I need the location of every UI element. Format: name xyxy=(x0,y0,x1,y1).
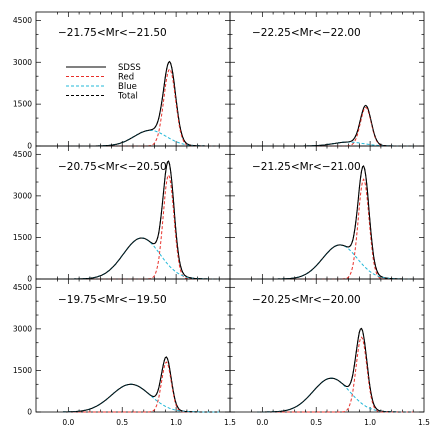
y-tick-label: 1500 xyxy=(13,100,32,109)
x-tick-label: 0.5 xyxy=(116,418,128,427)
x-tick-label: 0.0 xyxy=(62,418,74,427)
x-tick-label: 0.0 xyxy=(256,418,268,427)
x-tick-label: 1.0 xyxy=(170,418,182,427)
panel-label: −20.25<Mr<−20.00 xyxy=(252,294,361,306)
sdss-line xyxy=(256,165,414,280)
sdss-line xyxy=(62,356,220,413)
total-line xyxy=(256,165,414,280)
red-line xyxy=(256,336,414,413)
y-tick-label: 1500 xyxy=(13,233,32,242)
panel-bottom-left: −19.75<Mr<−19.50 0 1500 3000 4500 0.0 0.5 1.0 1.… xyxy=(13,278,236,427)
x-tick-label: 1.5 xyxy=(418,418,430,427)
legend-label-blue: Blue xyxy=(118,82,137,92)
blue-line xyxy=(256,377,414,413)
panel-bottom-right: −20.25<Mr<−20.00 0.0 0.5 1.0 1.5 xyxy=(229,278,430,427)
y-tick-label: 3000 xyxy=(13,191,32,200)
legend-label-sdss: SDSS xyxy=(118,63,141,73)
legend-label-red: Red xyxy=(118,73,134,83)
x-tick-label: 1.5 xyxy=(224,418,236,427)
blue-line xyxy=(62,237,220,280)
y-tick-label: 3000 xyxy=(13,58,32,67)
panel-top-left: −21.75<Mr<−21.50 0 1500 3000 4500 SDSSRedBlue… xyxy=(13,11,231,151)
panel-label: −21.75<Mr<−21.50 xyxy=(58,27,167,39)
sdss-line xyxy=(256,104,414,147)
sdss-line xyxy=(62,160,220,280)
sdss-line xyxy=(62,60,220,147)
total-line xyxy=(62,160,220,280)
y-tick-label: 4500 xyxy=(13,150,32,159)
sdss-line xyxy=(256,327,414,413)
panel-label: −20.75<Mr<−20.50 xyxy=(58,161,167,173)
panel-label: −19.75<Mr<−19.50 xyxy=(58,294,167,306)
legend-label-total: Total xyxy=(117,92,138,102)
y-tick-label: 0 xyxy=(27,408,32,417)
y-tick-label: 3000 xyxy=(13,324,32,333)
y-tick-label: 1500 xyxy=(13,366,32,375)
y-tick-label: 0 xyxy=(27,142,32,151)
panel-middle-right: −21.25<Mr<−21.00 xyxy=(229,145,425,280)
total-line xyxy=(256,327,414,413)
y-tick-label: 0 xyxy=(27,275,32,284)
total-line xyxy=(256,104,414,147)
total-line xyxy=(62,356,220,413)
red-line xyxy=(256,178,414,280)
panel-middle-left: −20.75<Mr<−20.50 0 1500 3000 4500 xyxy=(13,145,231,284)
x-tick-label: 0.5 xyxy=(310,418,322,427)
blue-line xyxy=(256,244,414,280)
red-line xyxy=(256,106,414,147)
total-line xyxy=(62,60,220,147)
y-tick-label: 4500 xyxy=(13,16,32,25)
x-tick-label: 1.0 xyxy=(364,418,376,427)
red-line xyxy=(62,361,220,413)
red-line xyxy=(62,68,220,147)
panel-top-right: −22.25<Mr<−22.00 xyxy=(229,11,425,147)
panel-label: −21.25<Mr<−21.00 xyxy=(252,161,361,173)
panel-label: −22.25<Mr<−22.00 xyxy=(252,27,361,39)
red-line xyxy=(62,173,220,280)
y-tick-label: 4500 xyxy=(13,283,32,292)
